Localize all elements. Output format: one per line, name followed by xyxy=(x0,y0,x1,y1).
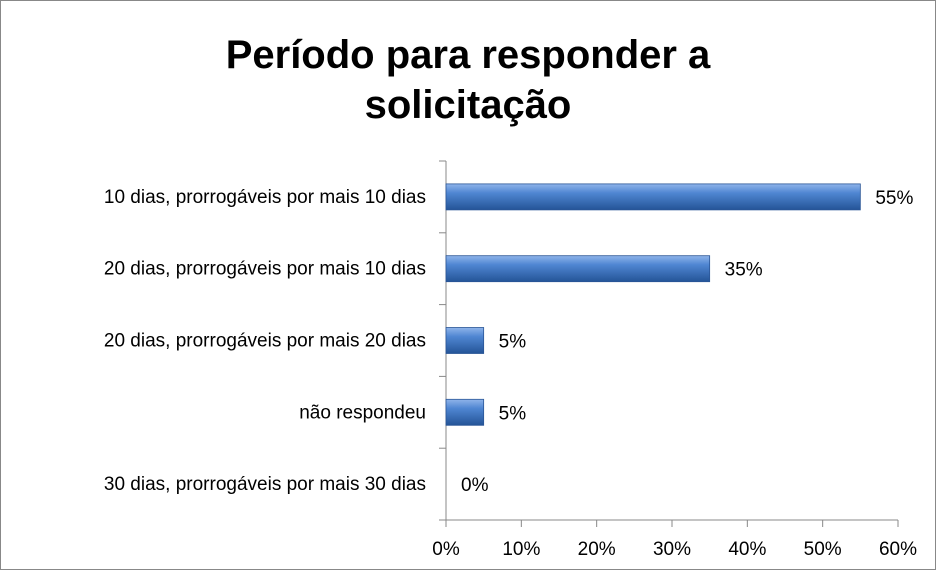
y-tick-label: 20 dias, prorrogáveis por mais 10 dias xyxy=(104,259,426,280)
x-tick-label: 60% xyxy=(879,539,917,560)
y-tick-label: 10 dias, prorrogáveis por mais 10 dias xyxy=(104,187,426,208)
y-tick-label: não respondeu xyxy=(299,402,426,423)
value-label: 35% xyxy=(725,260,763,281)
chart-title: Período para responder a solicitação xyxy=(225,33,711,127)
y-tick-label: 30 dias, prorrogáveis por mais 30 dias xyxy=(104,474,426,495)
y-tick-label: 20 dias, prorrogáveis por mais 20 dias xyxy=(104,331,426,352)
x-tick-label: 50% xyxy=(804,539,842,560)
value-label: 55% xyxy=(875,188,913,209)
x-tick-label: 0% xyxy=(432,539,460,560)
value-label: 0% xyxy=(461,475,489,496)
value-label: 5% xyxy=(499,332,527,353)
bar xyxy=(445,398,485,426)
value-label: 5% xyxy=(499,403,527,424)
x-tick-label: 10% xyxy=(502,539,540,560)
bar xyxy=(445,183,861,211)
bar xyxy=(445,255,711,283)
x-tick-label: 30% xyxy=(653,539,691,560)
x-tick-label: 20% xyxy=(578,539,616,560)
bar xyxy=(445,327,485,354)
x-tick-label: 40% xyxy=(728,539,766,560)
